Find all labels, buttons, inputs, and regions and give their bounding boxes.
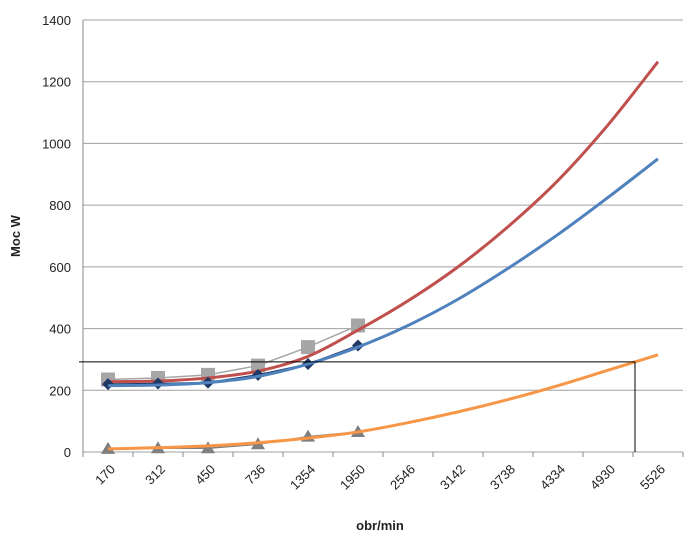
- series-line: [107, 324, 359, 381]
- y-tick-label: 400: [49, 322, 71, 337]
- y-tick-label: 0: [64, 445, 71, 460]
- x-axis-label: obr/min: [356, 518, 404, 533]
- y-tick-label: 1000: [42, 136, 71, 151]
- y-tick-label: 1400: [42, 13, 71, 28]
- y-tick-label: 600: [49, 260, 71, 275]
- trend-line: [107, 353, 659, 451]
- y-axis-label: Moc W: [8, 214, 23, 257]
- y-tick-label: 1200: [42, 75, 71, 90]
- trend-line: [107, 157, 659, 388]
- marker: [301, 340, 315, 355]
- y-tick-label: 200: [49, 383, 71, 398]
- y-tick-label: 800: [49, 198, 71, 213]
